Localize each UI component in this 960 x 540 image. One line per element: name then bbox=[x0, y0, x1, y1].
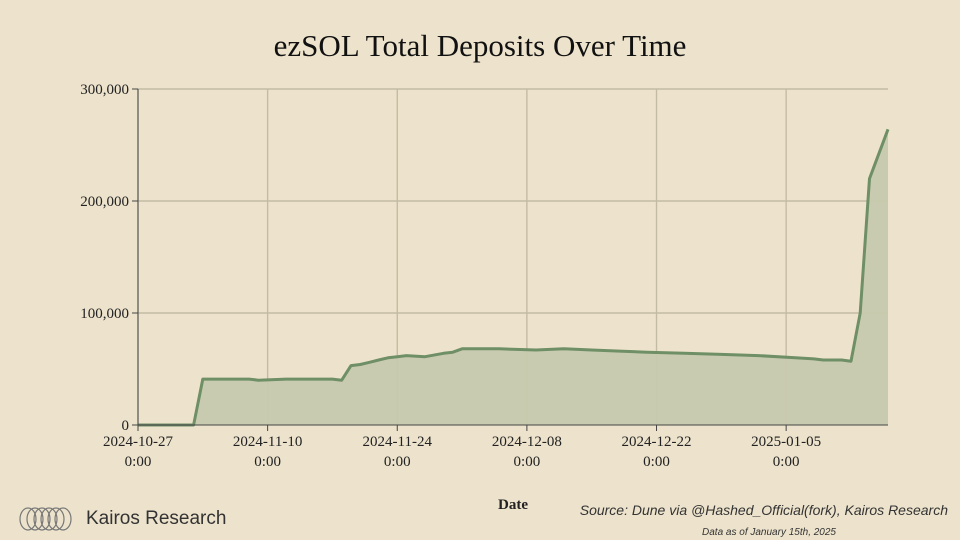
x-tick-sublabel: 0:00 bbox=[125, 454, 152, 470]
x-tick-sublabel: 0:00 bbox=[643, 454, 670, 470]
as-of-note: Data as of January 15th, 2025 bbox=[702, 527, 836, 538]
y-axis-ticks: 0 100,000 200,000 300,000 bbox=[80, 82, 138, 434]
x-tick-label: 2024-12-22 bbox=[622, 434, 692, 450]
series-line bbox=[138, 128, 890, 427]
x-tick-sublabel: 0:00 bbox=[773, 454, 800, 470]
kairos-rings-icon bbox=[19, 507, 72, 531]
source-note: Source: Dune via @Hashed_Official(fork),… bbox=[579, 502, 948, 518]
x-tick-label: 2024-12-08 bbox=[492, 434, 562, 450]
x-tick-label: 2024-10-27 bbox=[103, 434, 173, 450]
axes bbox=[137, 89, 888, 426]
x-tick-sublabel: 0:00 bbox=[514, 454, 541, 470]
x-axis-title: Date bbox=[498, 497, 528, 513]
brand-name: Kairos Research bbox=[86, 508, 227, 529]
x-axis-ticks: 2024-10-27 0:00 2024-11-10 0:00 2024-11-24 0:… bbox=[103, 425, 821, 470]
y-tick-label: 100,000 bbox=[80, 306, 129, 322]
area-layer bbox=[138, 128, 890, 427]
chart-title: ezSOL Total Deposits Over Time bbox=[274, 28, 687, 63]
grid-lines bbox=[137, 88, 888, 425]
x-tick-label: 2024-11-10 bbox=[233, 434, 302, 450]
y-tick-label: 300,000 bbox=[80, 82, 129, 98]
x-tick-label: 2024-11-24 bbox=[363, 434, 433, 450]
brand: Kairos Research bbox=[18, 506, 226, 532]
series-area bbox=[138, 129, 888, 426]
x-tick-sublabel: 0:00 bbox=[384, 454, 411, 470]
x-tick-label: 2025-01-05 bbox=[751, 434, 821, 450]
y-tick-label: 0 bbox=[122, 418, 130, 434]
y-tick-label: 200,000 bbox=[80, 194, 129, 210]
x-tick-sublabel: 0:00 bbox=[254, 454, 281, 470]
